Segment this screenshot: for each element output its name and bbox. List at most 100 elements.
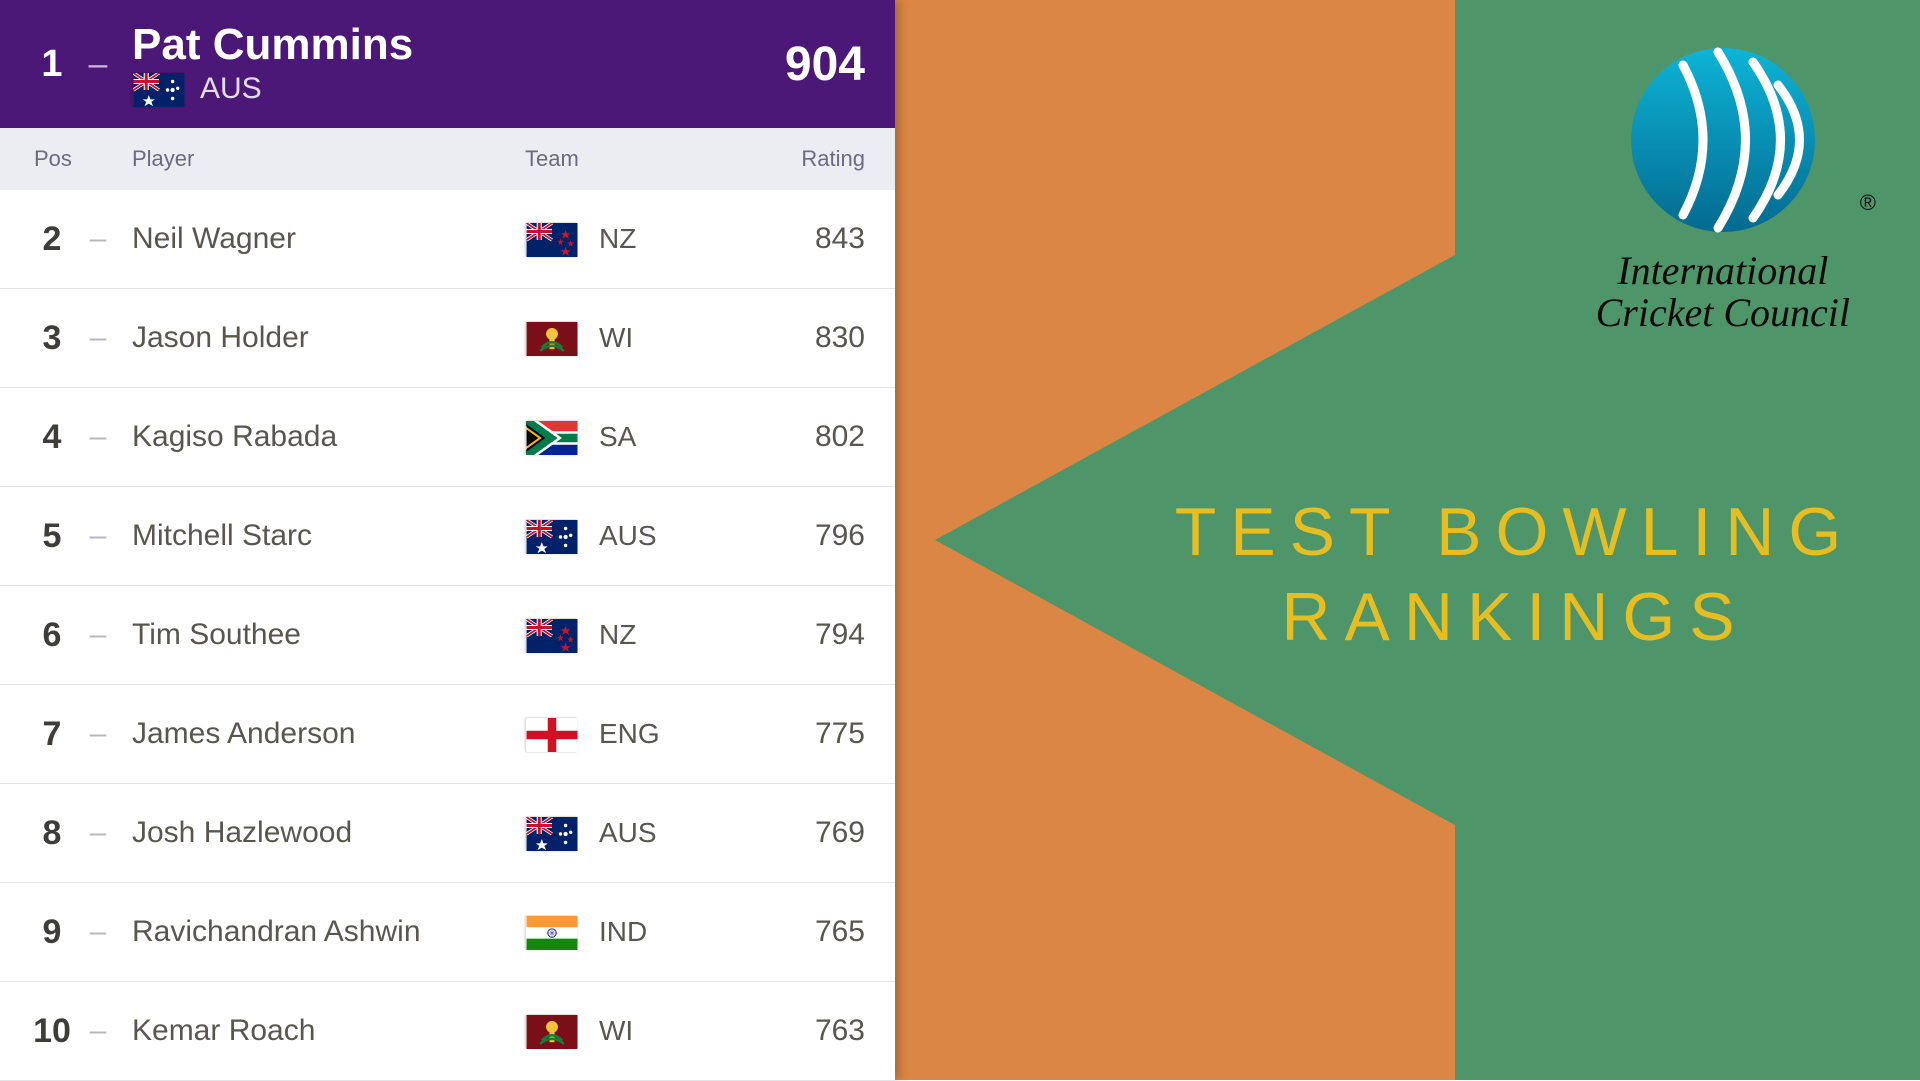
row-rating: 765 xyxy=(755,915,865,949)
row-position: 6 xyxy=(22,616,82,655)
leader-rating: 904 xyxy=(745,37,865,92)
icc-text-line1: International xyxy=(1596,250,1850,292)
table-row: 10 – Kemar Roach WI 763 xyxy=(0,982,895,1081)
table-row: 9 – Ravichandran Ashwin IND 765 xyxy=(0,883,895,982)
row-player: Jason Holder xyxy=(114,321,525,355)
table-row: 6 – Tim Southee NZ 794 xyxy=(0,586,895,685)
row-player: Josh Hazlewood xyxy=(114,816,525,850)
title-line2: RANKINGS xyxy=(1150,575,1880,660)
row-rating: 830 xyxy=(755,321,865,355)
title-line1: TEST BOWLING xyxy=(1150,490,1880,575)
row-team-code: AUS xyxy=(599,520,657,552)
row-trend-icon: – xyxy=(82,1014,114,1048)
leader-info: Pat Cummins AUS xyxy=(114,22,745,106)
row-team-code: SA xyxy=(599,421,636,453)
row-player: Ravichandran Ashwin xyxy=(114,915,525,949)
leader-name: Pat Cummins xyxy=(132,22,745,68)
row-player: Neil Wagner xyxy=(114,222,525,256)
row-flag-icon xyxy=(525,519,577,553)
icc-logo-block: ® International Cricket Council xyxy=(1596,40,1850,334)
row-position: 9 xyxy=(22,913,82,952)
row-team-code: WI xyxy=(599,322,633,354)
row-rating: 794 xyxy=(755,618,865,652)
registered-mark: ® xyxy=(1860,190,1876,216)
row-trend-icon: – xyxy=(82,321,114,355)
row-position: 7 xyxy=(22,715,82,754)
row-player: Mitchell Starc xyxy=(114,519,525,553)
row-flag-icon xyxy=(525,915,577,949)
title-text: TEST BOWLING RANKINGS xyxy=(1150,490,1880,660)
row-rating: 843 xyxy=(755,222,865,256)
row-position: 10 xyxy=(22,1012,82,1051)
row-player: Kagiso Rabada xyxy=(114,420,525,454)
row-team: NZ xyxy=(525,222,755,256)
leader-flag-icon xyxy=(132,72,184,106)
table-header: Pos Player Team Rating xyxy=(0,128,895,190)
row-flag-icon xyxy=(525,1014,577,1048)
row-flag-icon xyxy=(525,420,577,454)
row-position: 3 xyxy=(22,319,82,358)
table-row: 2 – Neil Wagner NZ 843 xyxy=(0,190,895,289)
row-team-code: NZ xyxy=(599,619,636,651)
row-position: 2 xyxy=(22,220,82,259)
leader-row: 1 – Pat Cummins AUS 904 xyxy=(0,0,895,128)
row-position: 4 xyxy=(22,418,82,457)
row-trend-icon: – xyxy=(82,717,114,751)
row-rating: 769 xyxy=(755,816,865,850)
rankings-table: 1 – Pat Cummins AUS 904 Pos Pla xyxy=(0,0,895,1080)
row-flag-icon xyxy=(525,618,577,652)
leader-team-code: AUS xyxy=(200,72,262,106)
row-trend-icon: – xyxy=(82,816,114,850)
row-flag-icon xyxy=(525,816,577,850)
row-team-code: ENG xyxy=(599,718,660,750)
table-row: 3 – Jason Holder WI 830 xyxy=(0,289,895,388)
row-player: Tim Southee xyxy=(114,618,525,652)
row-team: AUS xyxy=(525,519,755,553)
icc-text-line2: Cricket Council xyxy=(1596,292,1850,334)
row-player: James Anderson xyxy=(114,717,525,751)
table-row: 7 – James Anderson ENG 775 xyxy=(0,685,895,784)
page-title: TEST BOWLING RANKINGS xyxy=(1150,490,1880,660)
row-trend-icon: – xyxy=(82,222,114,256)
row-team: WI xyxy=(525,1014,755,1048)
row-team: SA xyxy=(525,420,755,454)
row-trend-icon: – xyxy=(82,519,114,553)
row-team: NZ xyxy=(525,618,755,652)
row-rating: 775 xyxy=(755,717,865,751)
table-row: 5 – Mitchell Starc AUS 796 xyxy=(0,487,895,586)
row-rating: 763 xyxy=(755,1014,865,1048)
header-pos: Pos xyxy=(22,146,114,172)
row-team: WI xyxy=(525,321,755,355)
row-position: 8 xyxy=(22,814,82,853)
row-trend-icon: – xyxy=(82,618,114,652)
row-trend-icon: – xyxy=(82,420,114,454)
leader-position: 1 xyxy=(22,43,82,86)
row-flag-icon xyxy=(525,717,577,751)
row-team: IND xyxy=(525,915,755,949)
row-team-code: WI xyxy=(599,1015,633,1047)
canvas: 1 – Pat Cummins AUS 904 Pos Pla xyxy=(0,0,1920,1080)
row-trend-icon: – xyxy=(82,915,114,949)
row-flag-icon xyxy=(525,321,577,355)
icc-text: International Cricket Council xyxy=(1596,250,1850,334)
table-body: 2 – Neil Wagner NZ 843 3 – Jason Holder xyxy=(0,190,895,1081)
header-team: Team xyxy=(525,146,755,172)
row-team: ENG xyxy=(525,717,755,751)
right-panel: ® International Cricket Council TEST BOW… xyxy=(950,0,1920,1080)
row-team-code: AUS xyxy=(599,817,657,849)
row-position: 5 xyxy=(22,517,82,556)
table-row: 4 – Kagiso Rabada SA 802 xyxy=(0,388,895,487)
row-team-code: NZ xyxy=(599,223,636,255)
row-team: AUS xyxy=(525,816,755,850)
header-rating: Rating xyxy=(755,146,865,172)
row-team-code: IND xyxy=(599,916,647,948)
table-row: 8 – Josh Hazlewood AUS 769 xyxy=(0,784,895,883)
row-rating: 796 xyxy=(755,519,865,553)
leader-team: AUS xyxy=(132,72,745,106)
row-rating: 802 xyxy=(755,420,865,454)
row-flag-icon xyxy=(525,222,577,256)
row-player: Kemar Roach xyxy=(114,1014,525,1048)
icc-logo-icon xyxy=(1623,40,1823,240)
leader-trend-icon: – xyxy=(82,45,114,84)
header-player: Player xyxy=(114,146,525,172)
